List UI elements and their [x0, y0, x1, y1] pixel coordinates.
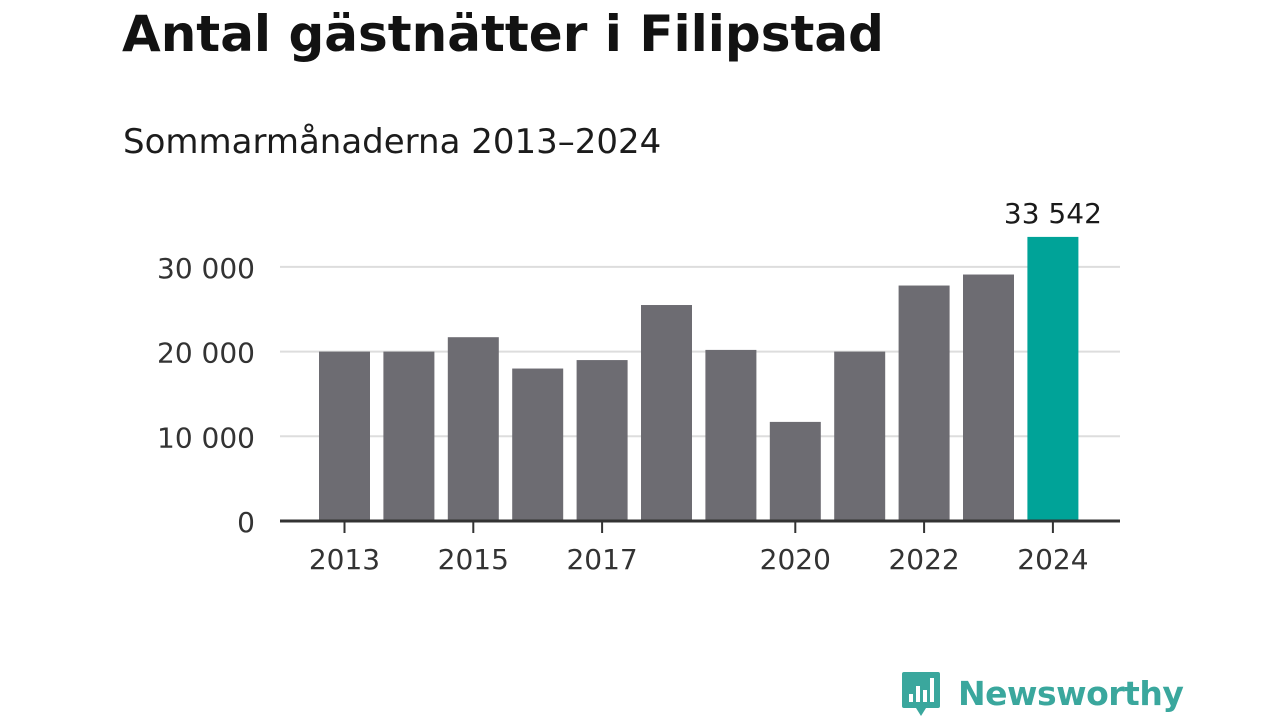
x-tick-label: 2020 — [760, 543, 831, 576]
bar-2017 — [576, 360, 628, 521]
bar-2023 — [963, 274, 1014, 521]
bar-2013 — [319, 351, 370, 521]
y-tick-label: 10 000 — [157, 421, 255, 454]
chart-subtitle: Sommarmånaderna 2013–2024 — [123, 122, 662, 162]
brand-logo: Newsworthy — [900, 668, 1184, 720]
bar-2014 — [383, 351, 435, 521]
x-tick-label: 2022 — [888, 543, 959, 576]
bar-2021 — [834, 351, 886, 521]
x-tick-label: 2017 — [566, 543, 637, 576]
x-tick-label: 2024 — [1017, 543, 1088, 576]
y-tick-label: 0 — [237, 506, 255, 539]
y-tick-label: 30 000 — [157, 252, 255, 285]
bar-2020 — [769, 421, 821, 521]
x-tick-label: 2015 — [438, 543, 509, 576]
x-tick-label: 2013 — [309, 543, 380, 576]
bar-2022 — [898, 285, 950, 521]
bar-2015 — [447, 337, 499, 521]
bar-2024 — [1027, 236, 1079, 521]
bar-2019 — [705, 349, 757, 521]
chart-title: Antal gästnätter i Filipstad — [122, 5, 884, 63]
data-label-2024: 33 542 — [1004, 197, 1102, 230]
brand-name: Newsworthy — [958, 674, 1184, 713]
bar-2018 — [641, 305, 692, 521]
bar-2016 — [512, 368, 564, 521]
newsworthy-logo-icon — [902, 672, 940, 716]
y-tick-label: 20 000 — [157, 337, 255, 370]
